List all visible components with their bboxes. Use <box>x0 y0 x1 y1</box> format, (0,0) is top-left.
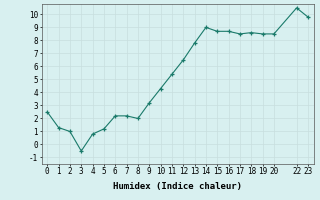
X-axis label: Humidex (Indice chaleur): Humidex (Indice chaleur) <box>113 182 242 191</box>
